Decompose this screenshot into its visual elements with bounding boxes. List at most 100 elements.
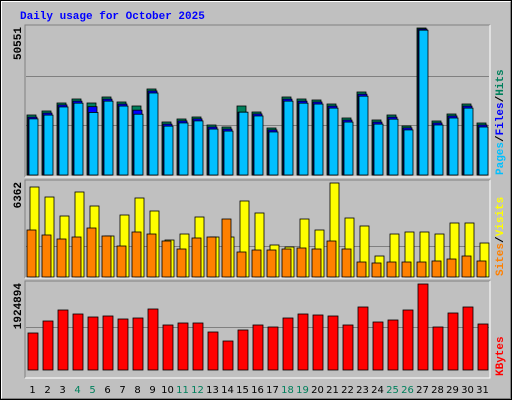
bar xyxy=(87,316,99,371)
bar xyxy=(101,235,112,278)
x-tick-label: 5 xyxy=(89,385,95,396)
x-tick-label: 24 xyxy=(371,385,384,396)
bar xyxy=(298,102,309,176)
x-tick-label: 15 xyxy=(236,385,249,396)
bar xyxy=(42,320,54,371)
x-tick-label: 23 xyxy=(356,385,369,396)
bar xyxy=(43,114,54,176)
bar xyxy=(341,248,352,278)
bar xyxy=(326,240,337,278)
bar xyxy=(131,231,142,278)
bar xyxy=(312,314,324,371)
x-tick-label: 2 xyxy=(44,385,50,396)
x-tick-label: 27 xyxy=(416,385,429,396)
x-tick-label: 8 xyxy=(134,385,140,396)
x-tick-label: 17 xyxy=(266,385,279,396)
bar xyxy=(207,331,219,371)
bar xyxy=(476,260,487,278)
bar xyxy=(133,113,144,176)
legend-entry: Visits xyxy=(495,197,507,237)
bar xyxy=(41,234,52,278)
bar xyxy=(176,248,187,278)
panel-bevel xyxy=(25,180,491,279)
panel-bevel xyxy=(24,24,490,177)
x-tick-label: 18 xyxy=(281,385,294,396)
bar xyxy=(418,29,429,176)
bar xyxy=(448,117,459,176)
bar xyxy=(311,248,322,278)
bar xyxy=(236,251,247,278)
bar xyxy=(342,324,354,371)
bar xyxy=(163,125,174,176)
bar xyxy=(162,324,174,371)
bar xyxy=(177,322,189,371)
bar xyxy=(28,118,39,176)
x-tick-label: 10 xyxy=(161,385,174,396)
bar xyxy=(72,313,84,371)
y-tick-label: 6362 xyxy=(13,182,25,208)
bar xyxy=(116,245,127,278)
bar xyxy=(26,229,37,278)
panel-bevel xyxy=(25,25,491,178)
bar xyxy=(208,128,219,176)
bar xyxy=(343,121,354,176)
bar xyxy=(358,95,369,176)
bar xyxy=(328,107,339,176)
x-tick-label: 1 xyxy=(29,385,35,396)
bar xyxy=(372,321,384,371)
bar xyxy=(223,130,234,176)
bar xyxy=(477,323,489,371)
bar xyxy=(252,324,264,371)
legend-separator: / xyxy=(495,135,507,142)
bar xyxy=(401,261,412,278)
bar xyxy=(221,218,232,278)
y-tick-label: 1924894 xyxy=(13,283,25,330)
x-tick-label: 19 xyxy=(296,385,309,396)
bar xyxy=(387,319,399,371)
bar xyxy=(371,262,382,278)
bar xyxy=(191,237,202,278)
bar xyxy=(27,332,39,371)
x-tick-label: 30 xyxy=(461,385,474,396)
x-tick-label: 14 xyxy=(221,385,234,396)
bar xyxy=(388,118,399,176)
bar xyxy=(461,255,472,278)
chart-title: Daily usage for October 2025 xyxy=(20,11,205,23)
bar xyxy=(357,306,369,371)
bar xyxy=(193,120,204,176)
bar xyxy=(416,261,427,278)
x-tick-label: 31 xyxy=(476,385,489,396)
x-tick-label: 9 xyxy=(149,385,155,396)
bar xyxy=(478,126,489,176)
bar xyxy=(386,261,397,278)
bar xyxy=(102,315,114,371)
bar xyxy=(251,249,262,278)
x-tick-label: 16 xyxy=(251,385,264,396)
bar xyxy=(178,122,189,176)
bar xyxy=(297,313,309,371)
x-tick-label: 7 xyxy=(119,385,125,396)
bar xyxy=(118,105,129,176)
bar xyxy=(148,92,159,176)
bar xyxy=(463,107,474,176)
legend-separator: / xyxy=(495,95,507,102)
bar xyxy=(283,100,294,176)
legend: KBytes xyxy=(495,336,507,376)
x-tick-label: 29 xyxy=(446,385,459,396)
bar xyxy=(73,102,84,176)
bar xyxy=(237,329,249,371)
bar xyxy=(88,112,99,176)
panel-bevel xyxy=(24,280,490,378)
bar xyxy=(147,308,159,371)
bar xyxy=(103,100,114,176)
bar xyxy=(356,261,367,278)
legend-entry: Hits xyxy=(495,69,507,95)
x-tick-label: 13 xyxy=(206,385,219,396)
bar xyxy=(192,322,204,371)
bar xyxy=(268,131,279,176)
panel-bevel xyxy=(25,281,491,379)
bar xyxy=(432,326,444,371)
legend-entry: Sites xyxy=(495,243,507,276)
legend-entry: Pages xyxy=(495,142,507,175)
